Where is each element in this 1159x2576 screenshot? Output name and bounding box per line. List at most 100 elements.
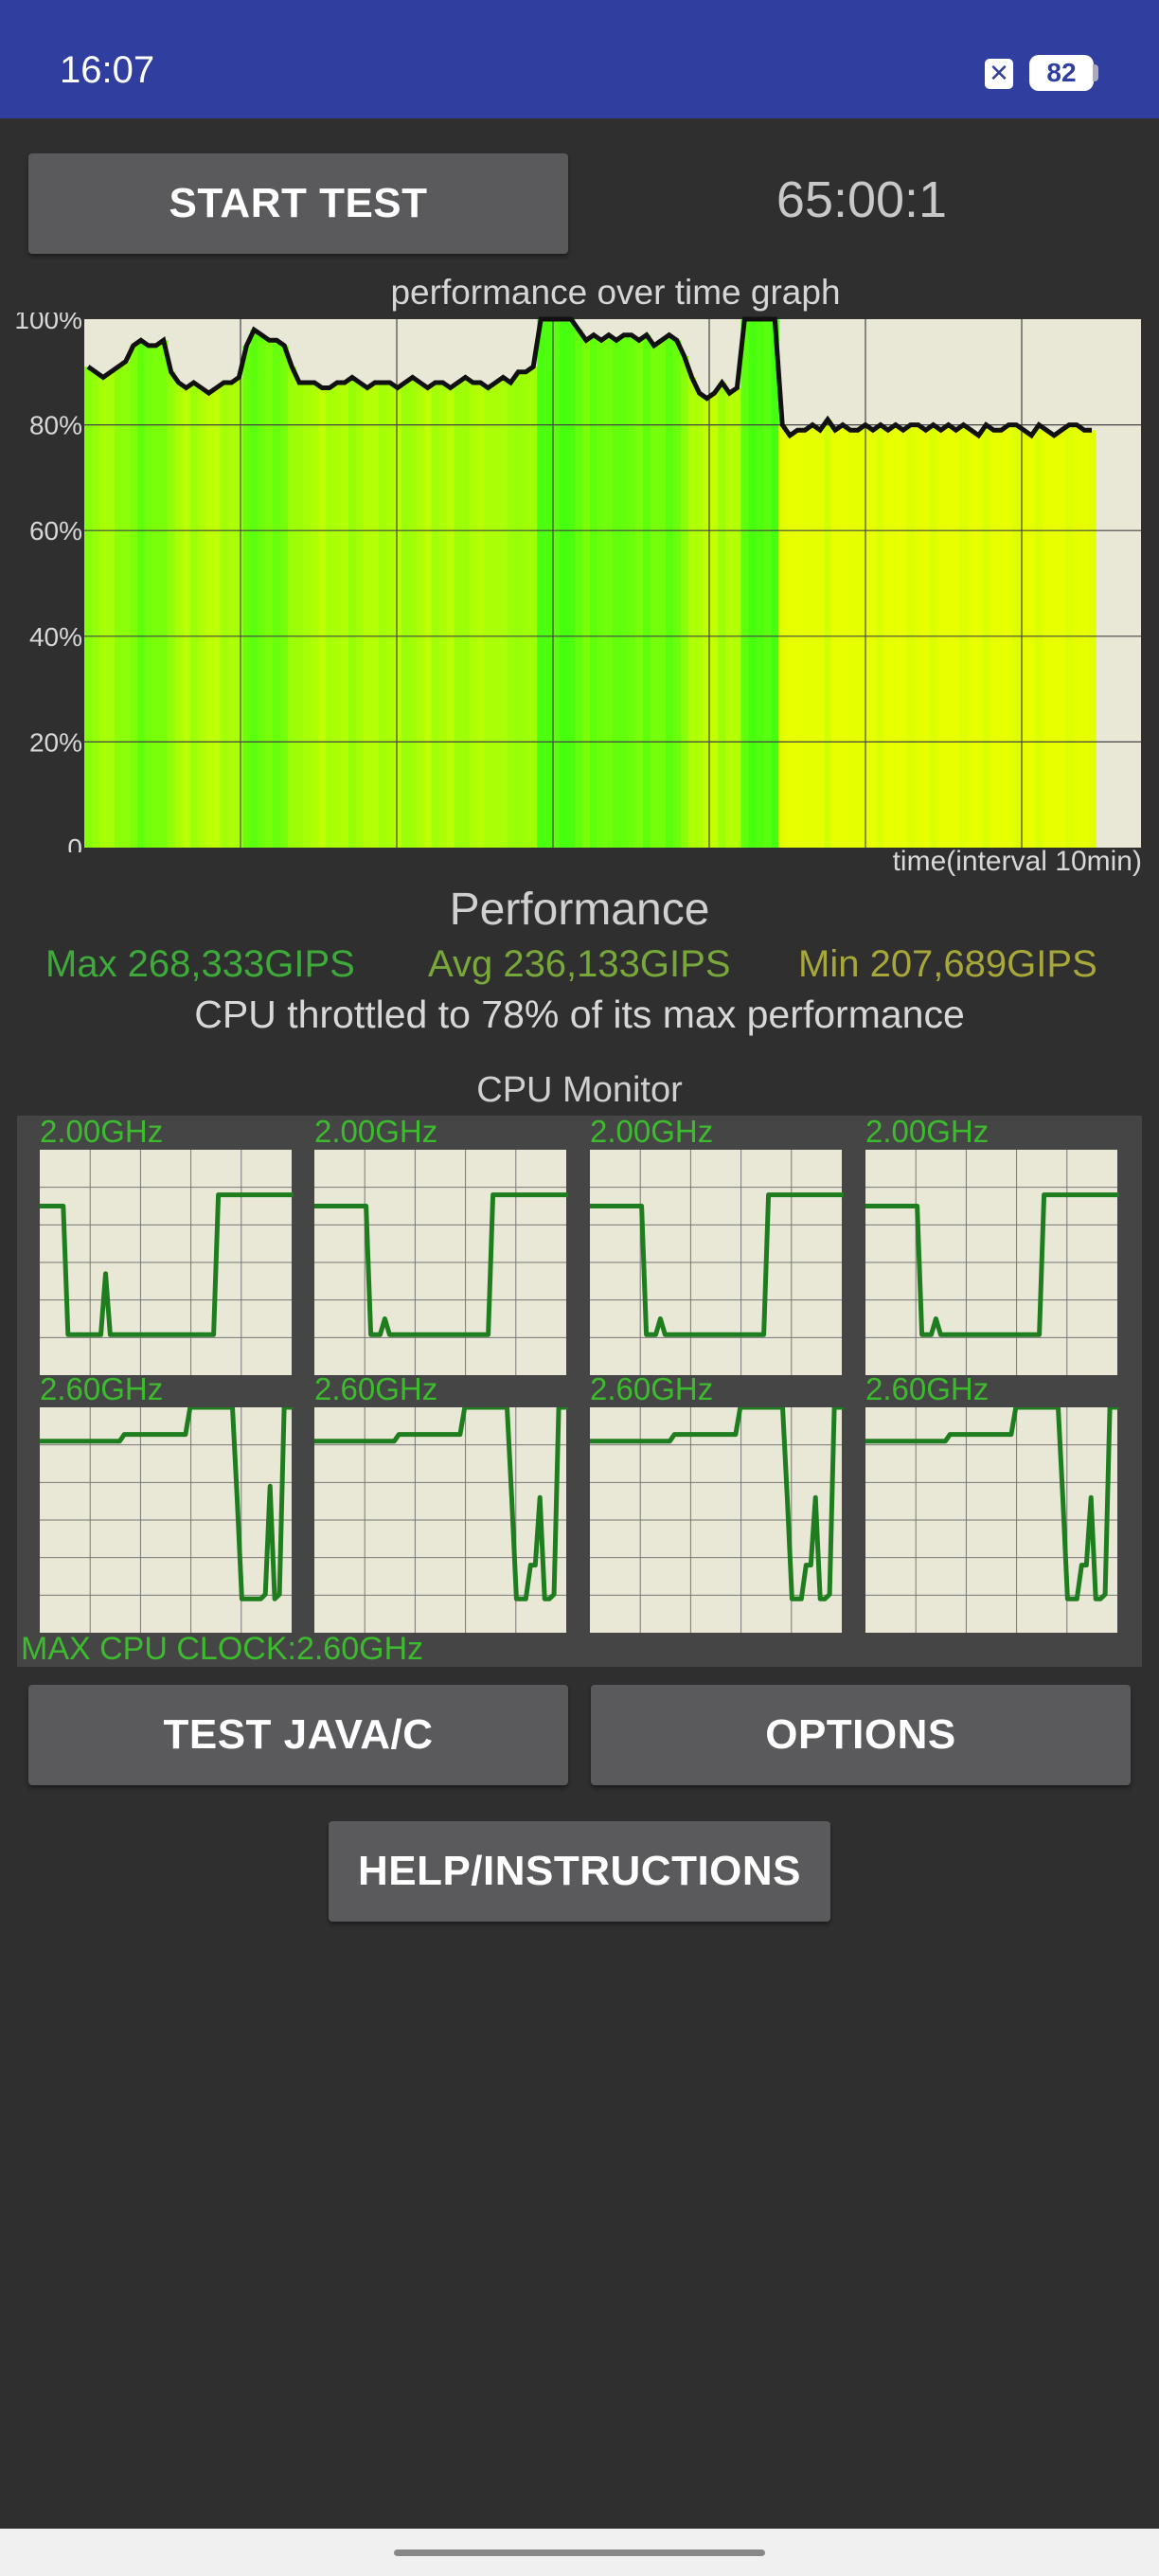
performance-bar [136,340,146,848]
core-frequency-line [40,1192,294,1337]
performance-bar [491,382,500,848]
performance-bar [355,382,365,848]
core-frequency-label: 2.60GHz [314,1371,438,1406]
performance-bar [288,367,296,848]
performance-bar [416,382,425,848]
performance-bar [461,377,471,848]
performance-bar [1043,430,1051,848]
y-tick-label: 40% [29,622,82,652]
performance-bar [974,435,984,848]
performance-bar [612,340,621,848]
performance-bar [771,319,779,848]
performance-bar [499,377,508,848]
performance-bar [529,367,538,848]
performance-bar [159,340,169,848]
performance-bar [672,340,682,848]
performance-bar [748,319,757,848]
performance-bar [590,334,598,848]
performance-bar [703,398,712,848]
performance-bar [816,430,825,848]
performance-bar [235,377,243,848]
status-bar [0,0,1159,118]
performance-bar [763,319,772,848]
graph-title: performance over time graph [390,273,841,312]
performance-bar [1020,430,1028,848]
performance-bar [333,382,342,848]
performance-bar [438,382,448,848]
performance-bar [167,371,176,848]
performance-bar [997,430,1006,848]
core-graph [314,1407,568,1633]
performance-bar [868,430,878,848]
home-gesture-handle[interactable] [394,2549,765,2556]
performance-bar [242,345,251,848]
core-frequency-line [865,1407,1119,1601]
performance-bar [106,371,116,848]
min-gips: Min 207,689GIPS [798,943,1097,985]
performance-bar [385,382,395,848]
test-java-c-button[interactable]: TEST JAVA/C [28,1685,568,1785]
performance-bar [446,387,455,848]
help-instructions-button[interactable]: HELP/INSTRUCTIONS [329,1821,830,1922]
cpu-monitor-title: CPU Monitor [476,1070,683,1110]
performance-bar [273,340,281,848]
options-button[interactable]: OPTIONS [591,1685,1131,1785]
performance-title: Performance [449,885,710,935]
performance-bar [227,382,237,848]
performance-bar [846,430,855,848]
performance-bar [967,430,976,848]
performance-bar [258,334,266,848]
performance-bar [280,345,289,848]
y-tick-label: 60% [29,516,82,546]
performance-bar [423,387,433,848]
performance-bar [431,382,440,848]
core-frequency-label: 2.60GHz [865,1371,990,1406]
battery-tip [1093,64,1098,81]
performance-bar [733,387,742,848]
performance-bar [197,387,206,848]
performance-bar [318,387,327,848]
performance-bar [91,371,100,848]
performance-bar [665,334,674,848]
performance-bar [575,330,583,848]
performance-bar [619,334,629,848]
performance-bar [522,371,530,848]
y-tick-label: 20% [29,727,82,757]
performance-bar [311,382,319,848]
core-frequency-line [314,1192,568,1337]
performance-bar [265,340,274,848]
core-frequency-line [590,1407,844,1601]
performance-bar [189,382,199,848]
performance-bar [582,340,591,848]
performance-bar [182,387,191,848]
performance-bar [507,382,515,848]
performance-bar [824,420,832,848]
core-frequency-label: 2.00GHz [865,1114,990,1149]
core-frequency-line [865,1192,1119,1337]
performance-bar [597,340,606,848]
performance-bar [514,371,523,848]
performance-bar [687,377,697,848]
performance-bar [831,430,840,848]
start-test-button[interactable]: START TEST [28,153,568,254]
performance-bar [114,367,123,848]
performance-bar [710,393,720,848]
core-frequency-line [314,1407,568,1601]
performance-bar [378,382,387,848]
performance-bar [537,319,545,848]
core-frequency-line [40,1407,294,1601]
performance-bar [295,382,304,848]
battery-indicator: 82 [1029,55,1094,91]
performance-bar [1058,430,1066,848]
performance-bar [84,367,93,848]
performance-bar [604,334,614,848]
performance-bar [560,319,568,848]
performance-bar [1080,430,1089,848]
y-tick-label: 80% [29,411,82,440]
performance-bar [756,319,764,848]
performance-bar [786,435,794,848]
core-frequency-line [590,1192,844,1337]
performance-bar [363,387,372,848]
performance-graph: 100% 80% 60% 40% 20% 0 [14,313,1141,852]
core-frequency-label: 2.60GHz [40,1371,164,1406]
